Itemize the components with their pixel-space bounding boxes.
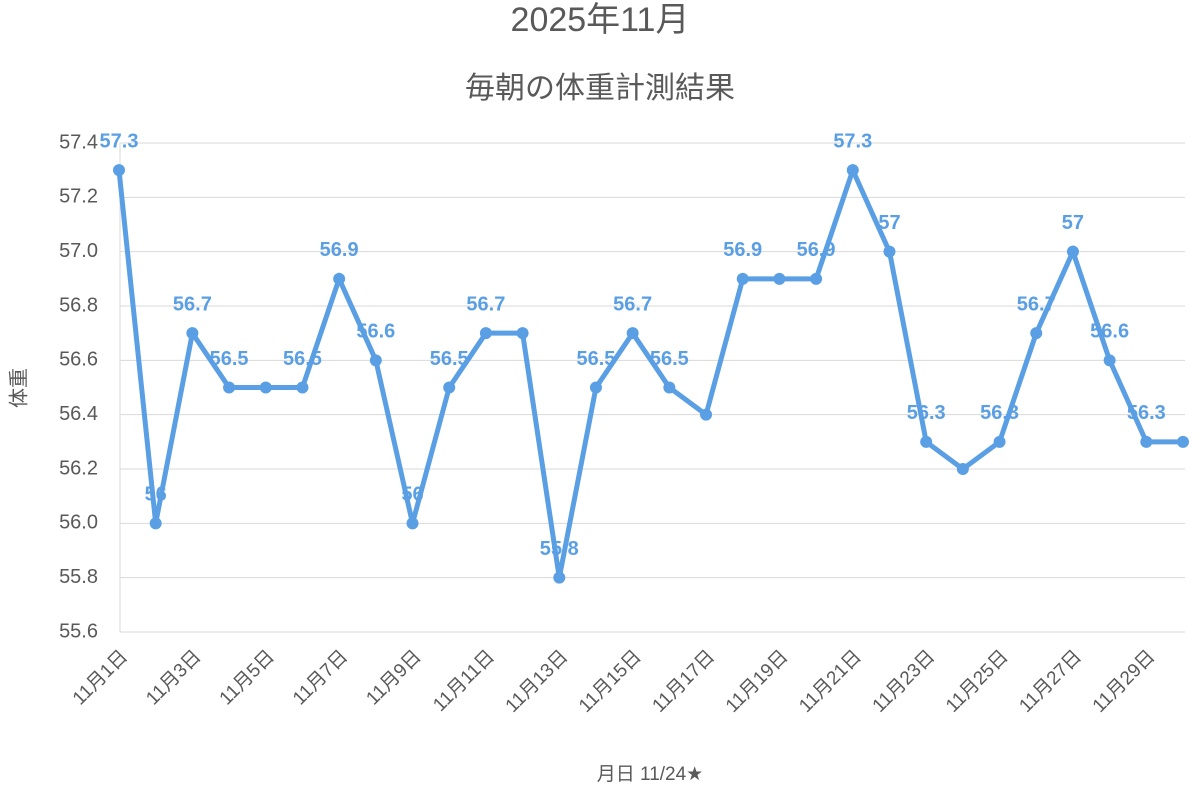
y-tick-label: 56.6 (59, 349, 98, 371)
data-point (516, 327, 529, 340)
data-point (1177, 435, 1189, 448)
data-point (1103, 354, 1116, 367)
x-tick-label: 11月29日 (1089, 646, 1160, 717)
data-point (113, 164, 125, 177)
data-label: 56.7 (1017, 293, 1056, 315)
data-label: 56.5 (576, 348, 615, 370)
data-point (993, 435, 1006, 448)
chart-title: 2025年11月 (511, 1, 690, 39)
data-label: 57 (878, 212, 900, 234)
chart-subtitle: 毎朝の体重計測結果 (465, 72, 735, 105)
data-label: 56.9 (723, 239, 762, 261)
data-label: 56.5 (430, 348, 469, 370)
y-axis-label: 体重 (7, 368, 30, 408)
data-label: 56.3 (1127, 402, 1166, 424)
data-label: 56.7 (613, 293, 652, 315)
data-point (149, 517, 162, 530)
x-tick-label: 11月3日 (142, 646, 205, 709)
y-tick-label: 55.6 (59, 620, 98, 642)
x-tick-label: 11月5日 (216, 646, 279, 709)
data-label: 57.3 (833, 130, 872, 152)
data-label: 57.3 (100, 130, 139, 152)
y-tick-label: 57.2 (59, 186, 98, 208)
y-tick-label: 57.4 (59, 131, 98, 153)
data-label: 56.5 (650, 348, 689, 370)
data-point (186, 327, 199, 340)
data-point (736, 272, 749, 285)
data-point (883, 245, 896, 258)
data-point (369, 354, 382, 367)
data-label: 56.5 (283, 348, 322, 370)
data-label: 55.8 (540, 538, 579, 560)
x-tick-label: 11月1日 (69, 646, 132, 709)
data-point (296, 381, 309, 394)
data-point (810, 272, 823, 285)
data-point (443, 381, 456, 394)
data-point (333, 272, 346, 285)
data-point (479, 327, 492, 340)
x-tick-label: 11月11日 (429, 646, 499, 716)
data-point (1030, 327, 1043, 340)
y-tick-label: 57.0 (59, 240, 98, 262)
x-tick-label: 11月19日 (722, 646, 793, 717)
data-point (626, 327, 639, 340)
data-point (1140, 435, 1153, 448)
data-point (956, 463, 969, 475)
data-point (259, 381, 272, 394)
data-label: 56.9 (797, 239, 836, 261)
data-label: 57 (1062, 212, 1084, 234)
data-label: 56.7 (173, 293, 212, 315)
data-point (406, 517, 419, 530)
data-point (223, 381, 236, 394)
x-axis-label: 月日 11/24★ (597, 764, 703, 785)
x-tick-label: 11月25日 (942, 646, 1013, 717)
data-point (773, 272, 786, 285)
data-label: 56.9 (320, 239, 359, 261)
x-tick-label: 11月13日 (502, 646, 573, 717)
data-label: 56 (145, 484, 167, 506)
y-tick-label: 56.4 (59, 403, 98, 425)
data-label: 56.3 (980, 402, 1019, 424)
data-label: 56.6 (356, 321, 395, 343)
x-tick-label: 11月23日 (869, 646, 940, 717)
data-label: 56.5 (210, 348, 249, 370)
x-tick-label: 11月9日 (362, 646, 425, 709)
data-point (920, 435, 933, 448)
data-point (663, 381, 676, 394)
data-label: 56 (401, 484, 423, 506)
x-tick-label: 11月27日 (1015, 646, 1086, 717)
data-label: 56.3 (907, 402, 946, 424)
y-tick-label: 56.0 (59, 512, 98, 534)
data-point (553, 571, 566, 584)
x-tick-label: 11月21日 (795, 646, 866, 717)
data-point (846, 164, 859, 177)
data-point (1066, 245, 1079, 258)
data-label: 56.7 (466, 293, 505, 315)
x-tick-label: 11月7日 (289, 646, 352, 709)
y-tick-label: 55.8 (59, 566, 98, 588)
data-point (700, 408, 713, 421)
x-tick-label: 11月17日 (649, 646, 720, 717)
data-line (116, 163, 1183, 579)
y-tick-label: 56.8 (59, 294, 98, 316)
data-label: 56.6 (1090, 321, 1129, 343)
data-point (589, 381, 602, 394)
y-tick-label: 56.2 (59, 457, 98, 479)
x-tick-label: 11月15日 (575, 646, 646, 717)
